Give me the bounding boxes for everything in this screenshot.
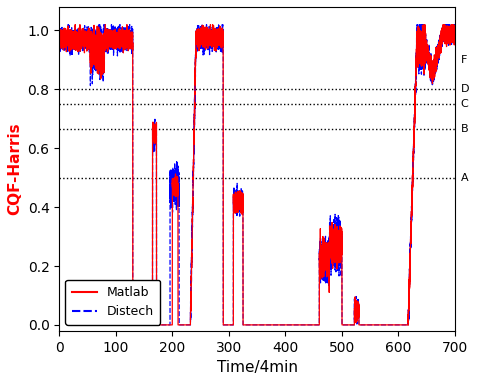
Matlab [146, 322, 152, 327]
Distech [56, 28, 62, 33]
Matlab [414, 29, 420, 34]
Distech [206, 27, 212, 32]
Matlab [72, 22, 78, 27]
Distech [414, 26, 420, 30]
Text: F: F [460, 55, 467, 65]
Text: C: C [460, 99, 468, 109]
Distech [65, 22, 71, 27]
Matlab [452, 33, 458, 38]
Matlab [206, 34, 212, 39]
Line: Matlab: Matlab [59, 24, 455, 325]
Matlab [146, 322, 152, 327]
Text: B: B [460, 123, 468, 134]
Y-axis label: CQF-Harris: CQF-Harris [7, 123, 22, 215]
Text: D: D [460, 84, 469, 94]
Matlab [130, 322, 136, 327]
Distech [130, 322, 136, 327]
Line: Distech: Distech [59, 24, 455, 325]
Matlab [148, 322, 154, 327]
Matlab [119, 36, 125, 41]
Legend: Matlab, Distech: Matlab, Distech [66, 280, 160, 325]
Text: A: A [460, 173, 468, 183]
Distech [119, 32, 125, 36]
Distech [146, 322, 152, 327]
Matlab [56, 30, 62, 34]
Distech [146, 322, 152, 327]
X-axis label: Time/4min: Time/4min [216, 360, 298, 375]
Distech [452, 32, 458, 36]
Distech [148, 322, 154, 327]
